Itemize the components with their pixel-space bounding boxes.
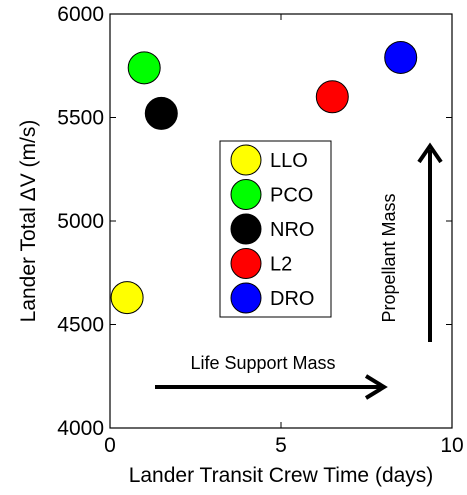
legend-marker-dro — [230, 282, 262, 314]
life-support-annotation: Life Support Mass — [190, 353, 335, 373]
x-tick-label: 5 — [275, 434, 287, 457]
tick-labels: 0 5 10 4000 4500 5000 5500 6000 — [57, 3, 463, 457]
point-l2 — [315, 80, 349, 114]
legend: LLO PCO NRO L2 DRO — [219, 140, 332, 318]
life-support-arrow-head — [364, 374, 388, 400]
legend-marker-llo — [230, 144, 262, 176]
point-llo — [110, 281, 144, 315]
point-pco — [127, 51, 161, 85]
y-tick-label: 4500 — [57, 314, 104, 337]
point-dro — [384, 40, 418, 74]
y-axis-label: Lander Total ΔV (m/s) — [17, 120, 40, 323]
y-tick-label: 5000 — [57, 210, 104, 233]
y-tick-label: 4000 — [57, 417, 104, 440]
propellant-arrow-head — [417, 142, 443, 164]
legend-marker-l2 — [230, 248, 262, 279]
legend-label-llo: LLO — [270, 150, 308, 172]
y-tick-label: 6000 — [57, 3, 104, 26]
axis-ticks — [109, 13, 453, 429]
data-points — [110, 40, 418, 315]
x-axis-label: Lander Transit Crew Time (days) — [129, 464, 434, 487]
legend-marker-pco — [230, 179, 262, 210]
x-tick-label: 10 — [440, 434, 463, 457]
legend-label-dro: DRO — [270, 288, 314, 310]
annotations: Life Support Mass Propellant Mass — [155, 142, 443, 400]
legend-label-nro: NRO — [270, 219, 314, 241]
x-tick-label: 0 — [104, 434, 116, 457]
propellant-annotation: Propellant Mass — [379, 193, 399, 322]
legend-label-pco: PCO — [270, 185, 313, 207]
point-nro — [144, 96, 178, 130]
legend-label-l2: L2 — [270, 254, 292, 276]
y-tick-label: 5500 — [57, 107, 104, 130]
legend-marker-nro — [230, 213, 262, 245]
